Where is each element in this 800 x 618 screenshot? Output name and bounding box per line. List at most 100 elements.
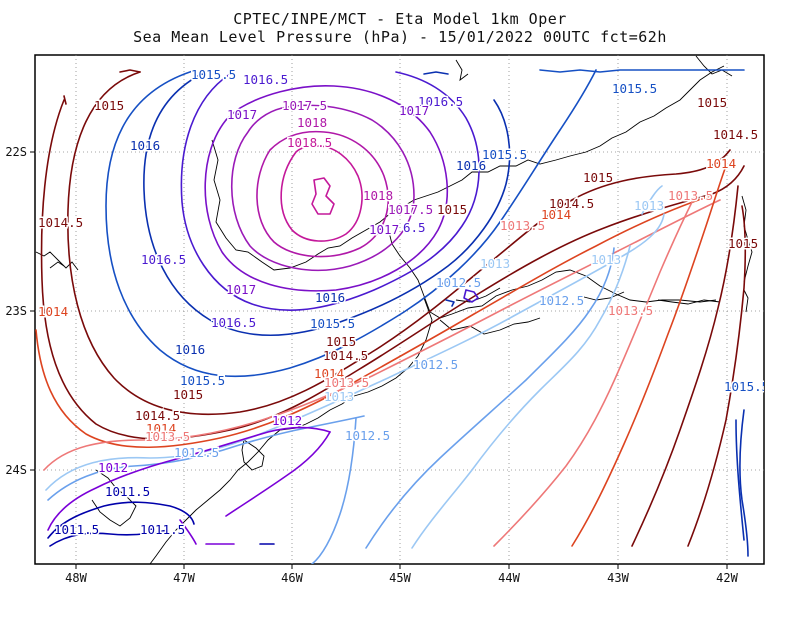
- contour-label: 1013: [634, 198, 664, 213]
- contour-label: 1014.5: [135, 408, 180, 423]
- contour-label: 1015: [437, 202, 467, 217]
- contour-label: 1015: [326, 334, 356, 349]
- isobar-1012-south: [225, 431, 331, 517]
- contour-label: 1016: [175, 342, 205, 357]
- isobar-1012-5-east: [365, 247, 615, 549]
- contour-label: 1015.5: [191, 67, 236, 82]
- contour-label: 1015.5: [612, 81, 657, 96]
- x-tick-label: 48W: [65, 571, 87, 585]
- contour-label: 1014.5: [38, 215, 83, 230]
- contour-label: 1012: [272, 413, 302, 428]
- contour-label: 1016.5: [418, 94, 463, 109]
- contour-label: 1013: [480, 256, 510, 271]
- contour-label: 1016: [130, 138, 160, 153]
- isobar-1012-5: [47, 415, 365, 501]
- contour-label: 1011.5: [54, 522, 99, 537]
- contour-label: 1012.5: [413, 357, 458, 372]
- isobar-1018-5: [280, 145, 363, 242]
- x-tick-label: 45W: [389, 571, 411, 585]
- contour-label: 1013.5: [500, 218, 545, 233]
- isobar-cell-1018-5: [311, 177, 335, 215]
- contour-label: 1015: [173, 387, 203, 402]
- isobar-1016: [143, 69, 511, 337]
- contour-label: 1012: [98, 460, 128, 475]
- isobar-1016-5: [180, 71, 480, 311]
- contour-label: 1013: [591, 252, 621, 267]
- contour-label: 1013.5: [608, 303, 653, 318]
- isobar-cell-1016-5: [463, 289, 479, 303]
- contour-label: 1012.5: [539, 293, 584, 308]
- contour-label: 1012.5: [436, 275, 481, 290]
- isobar-1012: [47, 426, 331, 531]
- y-tick-label: 22S: [5, 145, 27, 159]
- isobar-1012-5-tail: [311, 417, 357, 564]
- isobar-1011-5b: [49, 529, 169, 547]
- contour-label: 1015.5: [724, 379, 769, 394]
- isobar-1015-east: [687, 205, 747, 547]
- contour-label: 1017.5: [282, 98, 327, 113]
- contour-label: 1013: [324, 389, 354, 404]
- contour-label: 1017: [227, 107, 257, 122]
- contour-label: 1015.5: [310, 316, 355, 331]
- isobar-1015-nw: [119, 69, 141, 73]
- isobar-1015: [67, 71, 731, 416]
- contour-label: 1014: [706, 156, 736, 171]
- contour-label: 1017: [399, 103, 429, 118]
- contour-label: 1011.5: [140, 522, 185, 537]
- isobar-1013-5-east: [493, 197, 695, 547]
- contour-label: 1013.5: [324, 375, 369, 390]
- contour-label: 1014.5: [323, 348, 368, 363]
- isobar-1015-5: [105, 69, 597, 378]
- graticule: [35, 55, 764, 564]
- contour-label: 1015: [697, 95, 727, 110]
- x-tick-label: 43W: [607, 571, 629, 585]
- contour-label: 1018: [297, 115, 327, 130]
- isobar-1013-5: [43, 199, 721, 471]
- isobar-1013: [45, 213, 665, 491]
- isobar-1016-top: [423, 71, 449, 75]
- contour-label: 1017: [226, 282, 256, 297]
- y-tick-label: 23S: [5, 304, 27, 318]
- contour-label: 1015.5: [482, 147, 527, 162]
- isobar-1015-5-east2: [735, 419, 745, 541]
- coastline: [35, 55, 753, 564]
- isobar-1013-east: [411, 245, 631, 549]
- isobar-1014-5: [40, 99, 745, 440]
- contour-label: 1018.5: [287, 135, 332, 150]
- map-title-line-1: CPTEC/INPE/MCT - Eta Model 1km Oper: [233, 10, 567, 28]
- contour-label: 1012.5: [174, 445, 219, 460]
- contour-label: 1015: [728, 236, 758, 251]
- contour-label: 1014: [314, 366, 344, 381]
- isobar-1011-5: [47, 501, 195, 539]
- x-axis-labels: 48W 47W 46W 45W 44W 43W 42W: [65, 571, 738, 585]
- contour-label: 1013.5: [668, 188, 713, 203]
- x-tick-label: 44W: [498, 571, 520, 585]
- contour-label: 1014.5: [549, 196, 594, 211]
- contour-label: 1016.5: [243, 72, 288, 87]
- contour-label: 1014.5: [713, 127, 758, 142]
- contour-label: 1014: [38, 304, 68, 319]
- contour-label: 1015: [583, 170, 613, 185]
- contour-label: 1017: [369, 222, 399, 237]
- contour-label: 1017.5: [388, 202, 433, 217]
- isobar-1015-5-top: [539, 69, 745, 73]
- isobar-cell-1016: [445, 299, 455, 307]
- x-tick-label: 46W: [281, 571, 303, 585]
- isobar-1017: [204, 85, 449, 292]
- map-frame: [34, 54, 765, 565]
- contour-label: 1012.5: [345, 428, 390, 443]
- contour-label: 1018: [363, 188, 393, 203]
- x-tick-label: 47W: [173, 571, 195, 585]
- contour-label: 1016: [456, 158, 486, 173]
- contour-label: 1014: [541, 207, 571, 222]
- contour-label: 1016: [315, 290, 345, 305]
- x-tick-label: 42W: [716, 571, 738, 585]
- y-axis-labels: 22S 23S 24S: [5, 145, 27, 477]
- map-title-line-2: Sea Mean Level Pressure (hPa) - 15/01/20…: [133, 28, 667, 46]
- contour-label: 1016.5: [211, 315, 256, 330]
- contour-label: 1015: [94, 98, 124, 113]
- isobar-1012b: [179, 519, 197, 545]
- isobar-1014-5-east: [631, 185, 739, 547]
- isobar-1018: [256, 130, 389, 258]
